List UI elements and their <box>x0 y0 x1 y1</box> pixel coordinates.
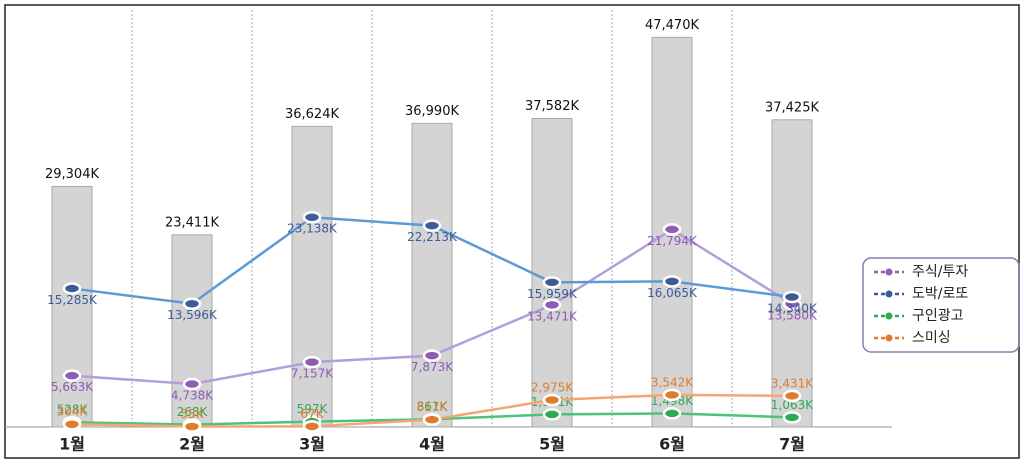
x-tick-label: 6월 <box>659 435 685 454</box>
data-label: 67K <box>300 407 324 421</box>
data-label: 3,542K <box>651 375 694 389</box>
data-label: 13,471K <box>527 309 578 323</box>
legend-label: 도박/로또 <box>912 286 968 302</box>
marker <box>662 223 682 236</box>
data-label: 15,285K <box>47 293 98 307</box>
bar-label: 36,990K <box>405 104 459 119</box>
marker <box>782 290 802 304</box>
data-label: 3,431K <box>771 376 814 390</box>
marker <box>662 275 682 288</box>
data-label: 55K <box>180 407 204 421</box>
data-label: 4,738K <box>171 389 214 403</box>
data-label: 7,157K <box>291 367 334 381</box>
data-label: 861K <box>417 400 449 414</box>
bar <box>51 185 93 428</box>
data-label: 21,794K <box>647 234 698 248</box>
marker <box>542 408 562 421</box>
data-label: 5,663K <box>51 380 94 394</box>
data-label: 304K <box>57 405 89 419</box>
marker <box>782 411 802 424</box>
data-label: 268K <box>177 405 209 419</box>
data-label: 2,975K <box>531 381 574 395</box>
bar-label: 29,304K <box>45 167 99 182</box>
data-label: 597K <box>297 402 329 416</box>
data-label: 1,063K <box>771 398 814 412</box>
marker <box>422 413 442 426</box>
marker <box>542 298 562 312</box>
legend-label: 스미싱 <box>912 330 951 346</box>
marker <box>302 355 322 369</box>
data-label: 15,959K <box>527 287 578 301</box>
data-label: 13,596K <box>167 308 218 322</box>
marker <box>782 389 802 403</box>
marker <box>182 377 202 391</box>
marker <box>182 420 202 433</box>
legend-label: 주식/투자 <box>912 264 968 280</box>
x-tick-label: 7월 <box>779 435 805 454</box>
marker <box>62 417 82 431</box>
legend-dot <box>885 290 893 298</box>
data-label: 23,138K <box>287 222 338 236</box>
x-tick-label: 2월 <box>179 435 205 454</box>
x-tick-label: 1월 <box>59 435 85 454</box>
marker <box>62 282 82 295</box>
bar <box>291 125 333 428</box>
bar <box>771 119 813 428</box>
data-label: 13,580K <box>767 308 818 322</box>
marker <box>542 393 562 407</box>
legend-box <box>862 257 1020 353</box>
marker <box>62 369 82 382</box>
legend-label: 구인광고 <box>912 308 964 324</box>
marker <box>662 407 682 420</box>
legend-dot <box>885 334 893 342</box>
marker <box>422 349 442 362</box>
bar-label: 37,582K <box>525 99 579 114</box>
data-label: 16,065K <box>647 286 698 300</box>
data-label: 7,873K <box>411 360 454 374</box>
marker <box>182 297 202 310</box>
bar-label: 23,411K <box>165 215 219 230</box>
bar-label: 37,425K <box>765 100 819 115</box>
marker <box>542 276 562 289</box>
bar <box>531 118 573 428</box>
data-label: 14,340K <box>767 302 818 316</box>
marker <box>302 210 322 224</box>
marker <box>662 388 682 402</box>
marker <box>422 219 442 232</box>
data-label: 22,213K <box>407 230 458 244</box>
bar <box>411 122 453 428</box>
legend-dot <box>885 312 893 320</box>
data-label: 817K <box>417 400 449 414</box>
marker <box>302 420 322 433</box>
bar-label: 36,624K <box>285 107 339 122</box>
data-label: 528K <box>57 403 89 417</box>
x-tick-label: 5월 <box>539 435 565 454</box>
x-tick-label: 3월 <box>299 435 325 454</box>
bar-label: 47,470K <box>645 18 699 33</box>
frame <box>4 4 1020 459</box>
legend-dot <box>885 268 893 276</box>
x-tick-label: 4월 <box>419 435 445 454</box>
